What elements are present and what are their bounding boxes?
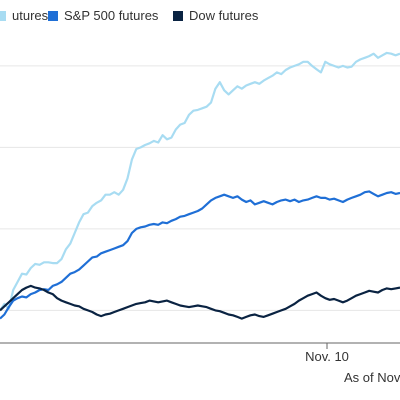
legend-swatch-series-2: [48, 10, 58, 21]
x-axis: Nov. 10: [305, 343, 349, 364]
legend-swatch-series-3: [173, 10, 183, 21]
legend: utures S&P 500 futures Dow futures: [0, 6, 400, 26]
as-of-note: As of Nov: [344, 370, 400, 385]
legend-item-series-3: Dow futures: [173, 8, 258, 23]
series-lines: [0, 51, 400, 320]
legend-swatch-series-1: [0, 10, 6, 21]
legend-item-series-1: utures: [0, 8, 48, 23]
series-line-3: [0, 284, 400, 320]
legend-label-series-3: Dow futures: [189, 8, 259, 23]
series-line-1: [0, 51, 400, 312]
series-line-2: [0, 190, 400, 320]
legend-label-series-2: S&P 500 futures: [64, 8, 159, 23]
legend-item-series-2: S&P 500 futures: [48, 8, 158, 23]
x-tick-label: Nov. 10: [305, 349, 349, 364]
legend-label-series-1: utures: [12, 8, 49, 23]
